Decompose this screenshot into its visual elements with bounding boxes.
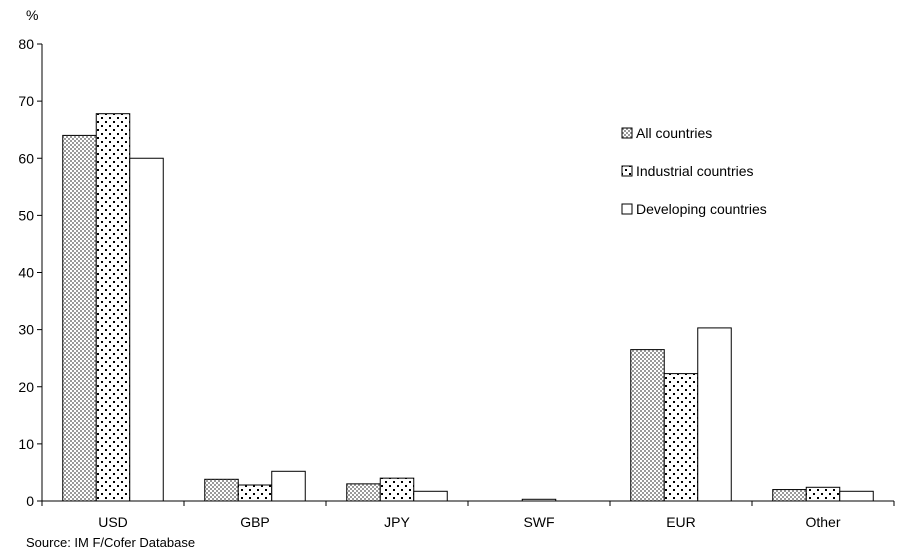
bar-usd-series-2 — [129, 157, 164, 502]
x-axis: USD GBP JPY SWF EUR Other — [41, 500, 895, 530]
legend-label-all-countries: All countries — [636, 125, 712, 141]
x-tick-label: JPY — [384, 514, 410, 530]
x-tick-label: SWF — [523, 514, 554, 530]
bar-gbp-series-2 — [271, 470, 306, 502]
legend-label-developing-countries: Developing countries — [636, 201, 767, 217]
bar-swf-series-1 — [521, 498, 557, 502]
bar-other-series-2 — [839, 490, 874, 502]
y-tick-label: 80 — [18, 36, 34, 52]
bar-eur-series-1 — [663, 373, 699, 502]
y-tick-label: 70 — [18, 93, 34, 109]
legend-label-industrial-countries: Industrial countries — [636, 163, 754, 179]
y-axis: 0 10 20 30 40 50 60 70 80 — [18, 36, 43, 509]
bar-jpy-series-2 — [413, 490, 448, 502]
y-tick-label: 20 — [18, 379, 34, 395]
x-tick-label: GBP — [240, 514, 270, 530]
y-tick-label: 40 — [18, 265, 34, 281]
bar-jpy-series-0 — [346, 483, 381, 502]
bar-eur-series-2 — [697, 327, 732, 502]
legend-swatch-developing-countries — [621, 203, 633, 215]
x-tick-label: EUR — [666, 514, 696, 530]
bar-usd-series-0 — [62, 134, 97, 502]
y-axis-unit-label: % — [26, 7, 38, 23]
source-note: Source: IM F/Cofer Database — [26, 535, 195, 550]
bar-eur-series-0 — [630, 349, 665, 502]
bar-gbp-series-1 — [237, 484, 273, 502]
y-tick-label: 30 — [18, 322, 34, 338]
legend: All countries Industrial countries Devel… — [621, 125, 767, 217]
bar-other-series-0 — [772, 489, 807, 502]
x-tick-label: USD — [98, 514, 128, 530]
bar-usd-series-1 — [95, 113, 131, 502]
y-tick-label: 60 — [18, 150, 34, 166]
bar-jpy-series-1 — [379, 477, 415, 502]
legend-swatch-all-countries — [621, 127, 633, 139]
bars — [62, 113, 874, 502]
bar-gbp-series-0 — [204, 478, 239, 502]
y-tick-label: 50 — [18, 207, 34, 223]
y-tick-label: 10 — [18, 436, 34, 452]
y-tick-label: 0 — [26, 493, 34, 509]
bar-other-series-1 — [805, 486, 841, 502]
x-tick-label: Other — [805, 514, 840, 530]
legend-swatch-industrial-countries — [621, 165, 633, 177]
